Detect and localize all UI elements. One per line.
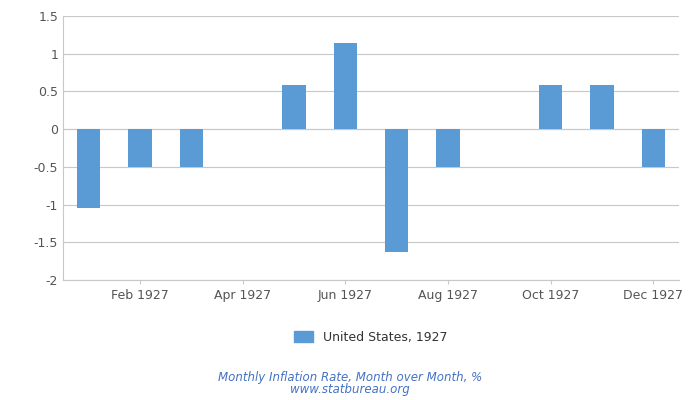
Bar <box>385 129 408 252</box>
Text: Monthly Inflation Rate, Month over Month, %: Monthly Inflation Rate, Month over Month… <box>218 372 482 384</box>
Bar <box>437 129 459 167</box>
Legend: United States, 1927: United States, 1927 <box>289 326 453 349</box>
Bar <box>77 129 100 208</box>
Bar <box>642 129 665 167</box>
Bar <box>282 85 305 129</box>
Bar <box>590 85 613 129</box>
Bar <box>129 129 151 167</box>
Text: www.statbureau.org: www.statbureau.org <box>290 384 410 396</box>
Bar <box>334 43 357 129</box>
Bar <box>539 85 562 129</box>
Bar <box>180 129 203 167</box>
